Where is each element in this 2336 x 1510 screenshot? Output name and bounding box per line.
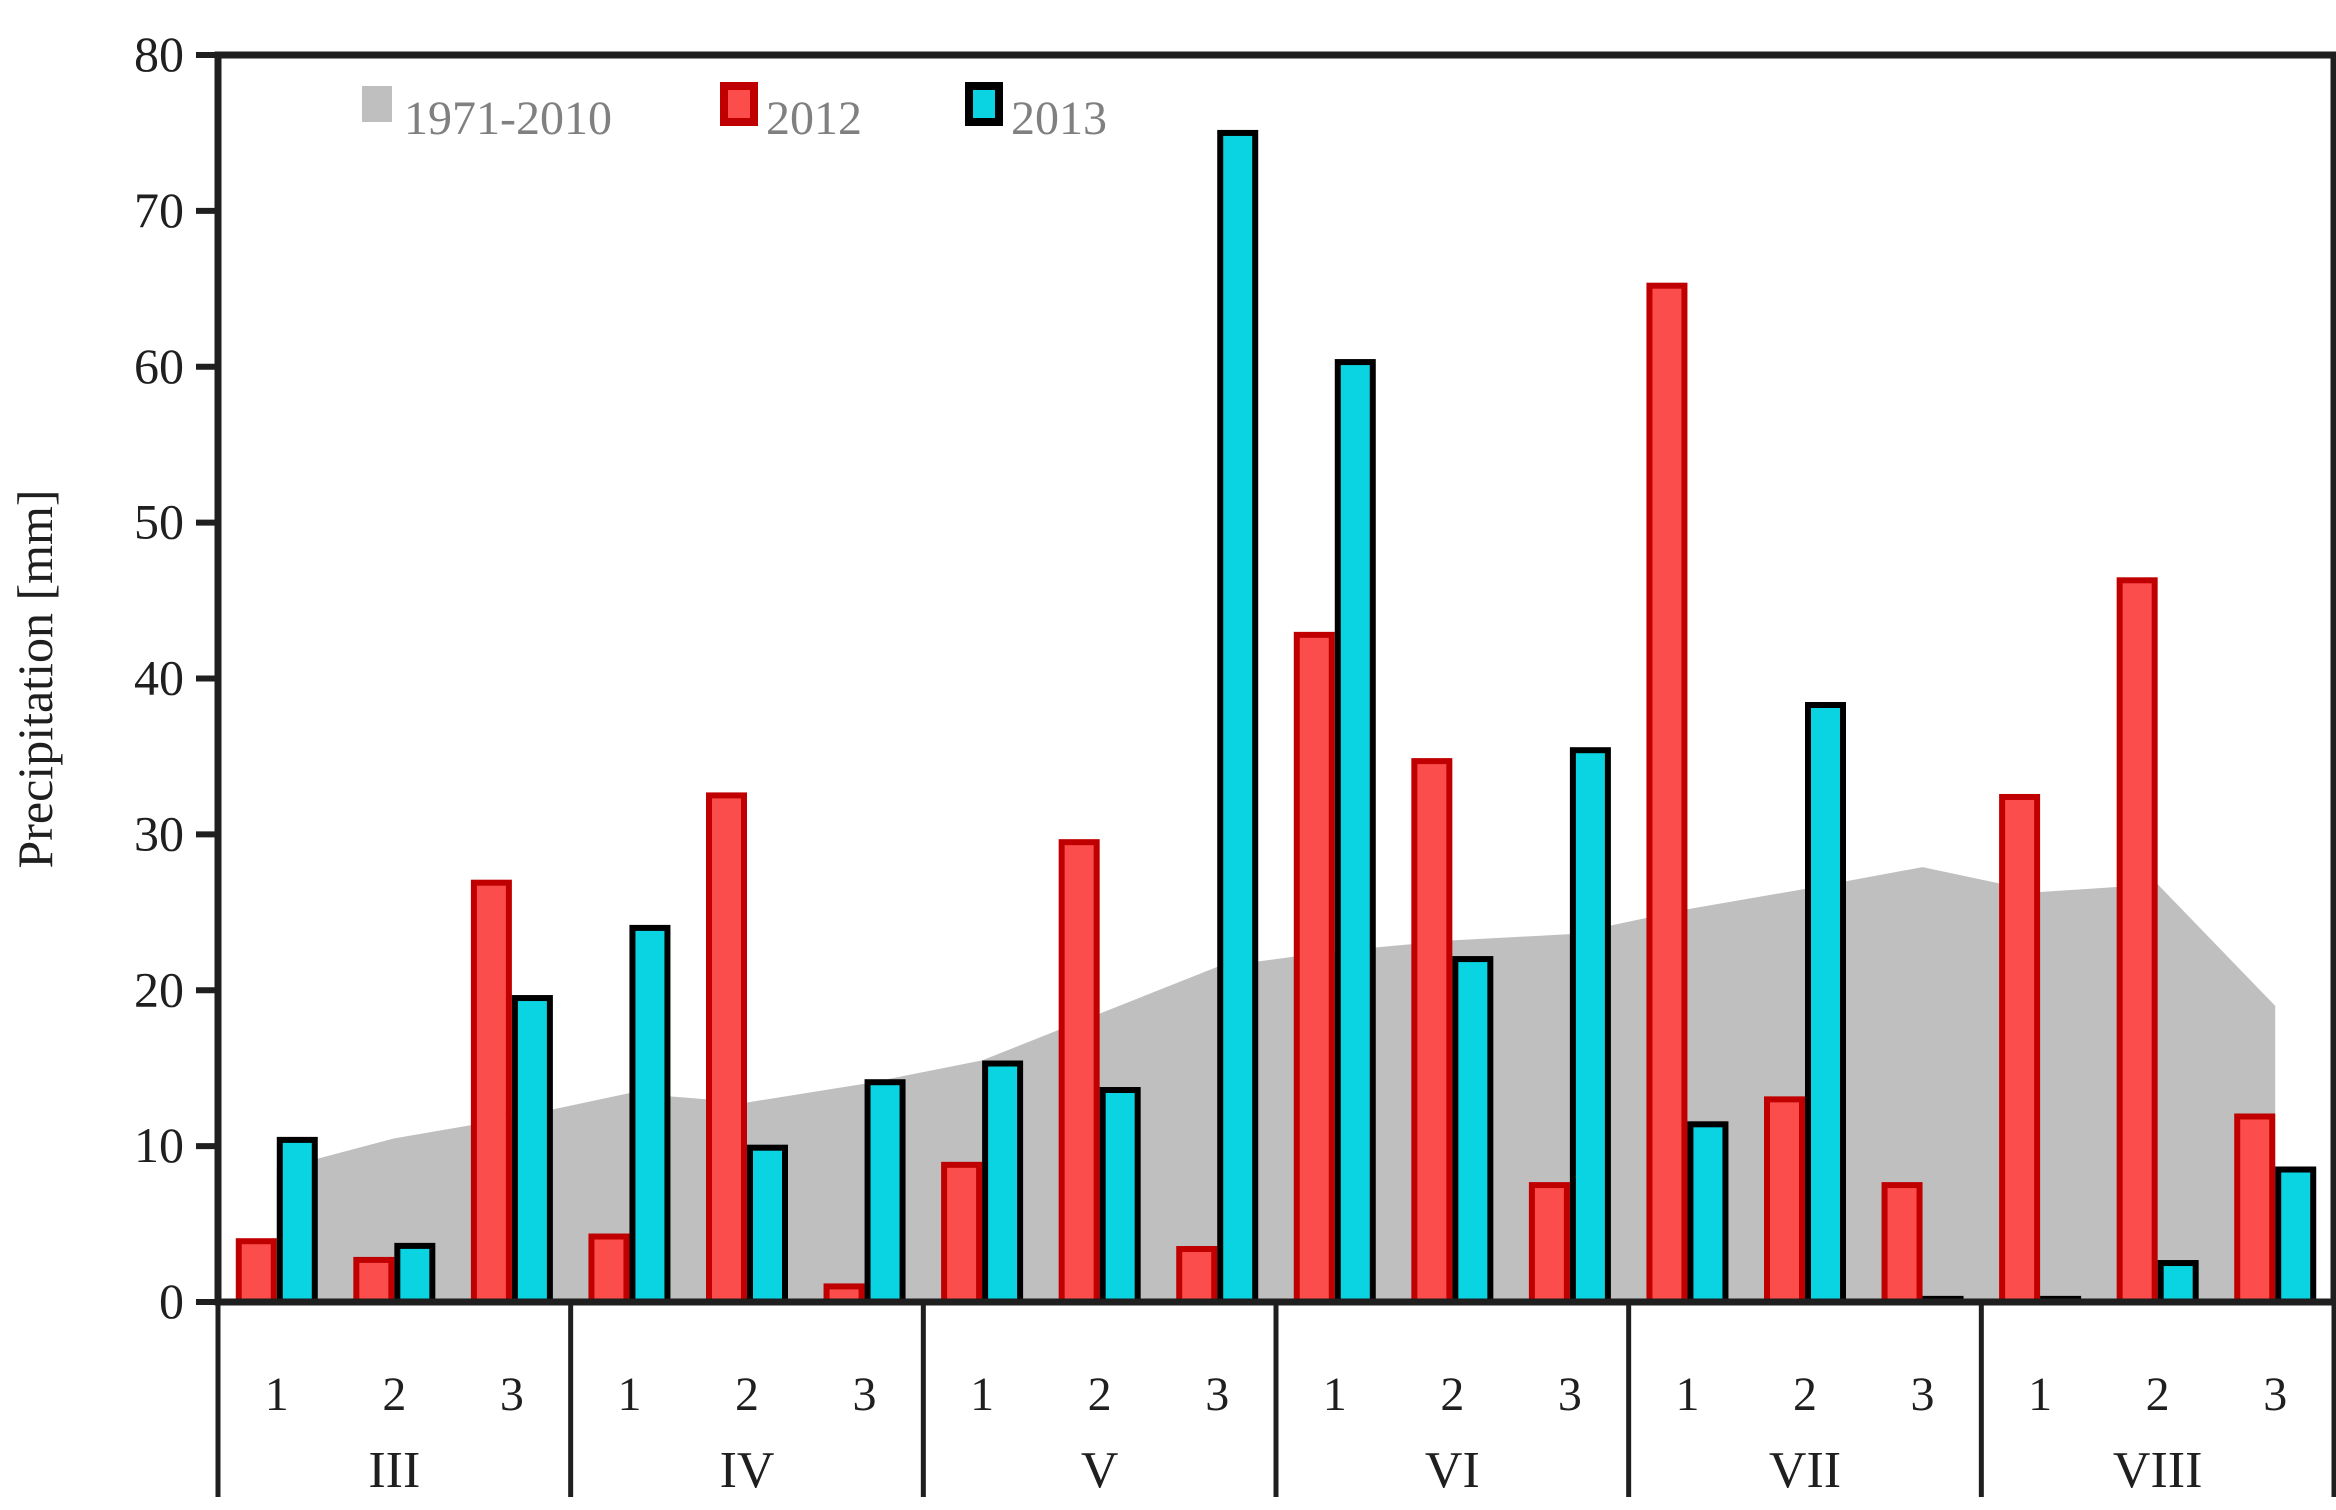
decade-label-VIII-1: 1 <box>2028 1368 2052 1421</box>
decade-label-VI-1: 1 <box>1323 1368 1347 1421</box>
y-tick-label: 60 <box>134 338 184 394</box>
bar-2013-VI-3 <box>1569 747 1611 1305</box>
bars-2012 <box>235 282 2276 1306</box>
bar-2012-VIII-2 <box>2116 577 2158 1305</box>
decade-label-V-3: 3 <box>1205 1368 1229 1421</box>
decade-label-III-1: 1 <box>265 1368 289 1421</box>
bar-2012-VI-3 <box>1528 1182 1570 1305</box>
bar-2012-IV-2 <box>706 792 747 1305</box>
bar-2012-V-1 <box>941 1161 983 1305</box>
bar-2013-VI-2 <box>1452 956 1494 1305</box>
decade-label-VI-3: 3 <box>1558 1368 1582 1421</box>
y-tick-label: 40 <box>134 650 184 706</box>
month-label-VII: VII <box>1769 1442 1841 1499</box>
bar-2012-III-2 <box>353 1256 395 1305</box>
y-tick-label: 0 <box>159 1273 184 1329</box>
legend-item-2013: 2013 <box>965 82 1107 145</box>
legend-label: 2012 <box>766 92 862 145</box>
legend-swatch-1971-2010 <box>362 86 392 122</box>
decade-label-V-1: 1 <box>970 1368 994 1421</box>
legend-item-1971-2010: 1971-2010 <box>362 86 612 145</box>
decade-label-V-2: 2 <box>1088 1368 1112 1421</box>
bar-2013-V-3 <box>1217 129 1259 1305</box>
decade-label-VII-2: 2 <box>1793 1368 1817 1421</box>
bar-2013-IV-2 <box>747 1144 788 1305</box>
y-tick-label: 30 <box>134 805 184 861</box>
legend-label: 1971-2010 <box>404 92 612 145</box>
bar-2012-VII-3 <box>1881 1182 1923 1305</box>
month-label-IV: IV <box>720 1442 775 1499</box>
month-label-VI: VI <box>1425 1442 1480 1499</box>
y-tick-label: 80 <box>134 26 184 82</box>
bar-2013-IV-1 <box>629 924 671 1306</box>
bar-2012-III-3 <box>470 879 512 1305</box>
bar-2012-VII-1 <box>1646 282 1688 1305</box>
y-tick-label: 20 <box>134 961 184 1017</box>
decade-label-IV-2: 2 <box>735 1368 759 1421</box>
y-tick-label: 70 <box>134 182 184 238</box>
decade-label-III-2: 2 <box>382 1368 406 1421</box>
bar-2012-V-2 <box>1058 839 1100 1305</box>
y-axis-title: Precipitation [mm] <box>7 489 63 868</box>
bar-2012-VII-2 <box>1764 1096 1805 1306</box>
legend-swatch-2012 <box>720 82 758 126</box>
bar-2013-III-2 <box>394 1242 436 1306</box>
bar-2012-VIII-1 <box>1999 793 2041 1306</box>
bar-2012-III-1 <box>235 1238 277 1305</box>
month-label-VIII: VIII <box>2113 1442 2203 1499</box>
decade-label-IV-1: 1 <box>617 1368 641 1421</box>
bar-2012-V-3 <box>1176 1246 1218 1305</box>
month-label-III: III <box>368 1442 420 1499</box>
bar-2013-VII-2 <box>1805 701 1846 1305</box>
bar-2013-VII-1 <box>1687 1121 1729 1305</box>
bar-2013-VIII-3 <box>2275 1166 2317 1305</box>
bar-2013-III-1 <box>276 1136 318 1306</box>
legend-swatch-2013 <box>965 82 1003 126</box>
decade-label-III-3: 3 <box>500 1368 524 1421</box>
decade-label-VIII-3: 3 <box>2263 1368 2287 1421</box>
decade-label-VI-2: 2 <box>1440 1368 1464 1421</box>
y-tick-label: 10 <box>134 1117 184 1173</box>
decade-label-IV-3: 3 <box>853 1368 877 1421</box>
bar-2013-V-2 <box>1099 1087 1141 1306</box>
bar-2013-IV-3 <box>864 1079 906 1306</box>
bar-2013-VI-1 <box>1334 359 1376 1306</box>
month-label-V: V <box>1081 1442 1119 1499</box>
bar-2012-IV-1 <box>588 1233 630 1305</box>
bar-2013-VIII-2 <box>2157 1260 2199 1305</box>
y-tick-label: 50 <box>134 494 184 550</box>
legend-label: 2013 <box>1011 92 1107 145</box>
bar-2013-III-3 <box>511 995 553 1305</box>
bar-2012-VI-2 <box>1411 758 1453 1305</box>
bar-2013-V-1 <box>982 1060 1024 1305</box>
legend-item-2012: 2012 <box>720 82 862 145</box>
decade-label-VII-1: 1 <box>1675 1368 1699 1421</box>
decade-label-VII-3: 3 <box>1911 1368 1935 1421</box>
bar-2012-VIII-3 <box>2234 1113 2276 1306</box>
area-series-1971-2010 <box>276 867 2276 1302</box>
decade-label-VIII-2: 2 <box>2146 1368 2170 1421</box>
bar-2012-VI-1 <box>1293 631 1335 1305</box>
